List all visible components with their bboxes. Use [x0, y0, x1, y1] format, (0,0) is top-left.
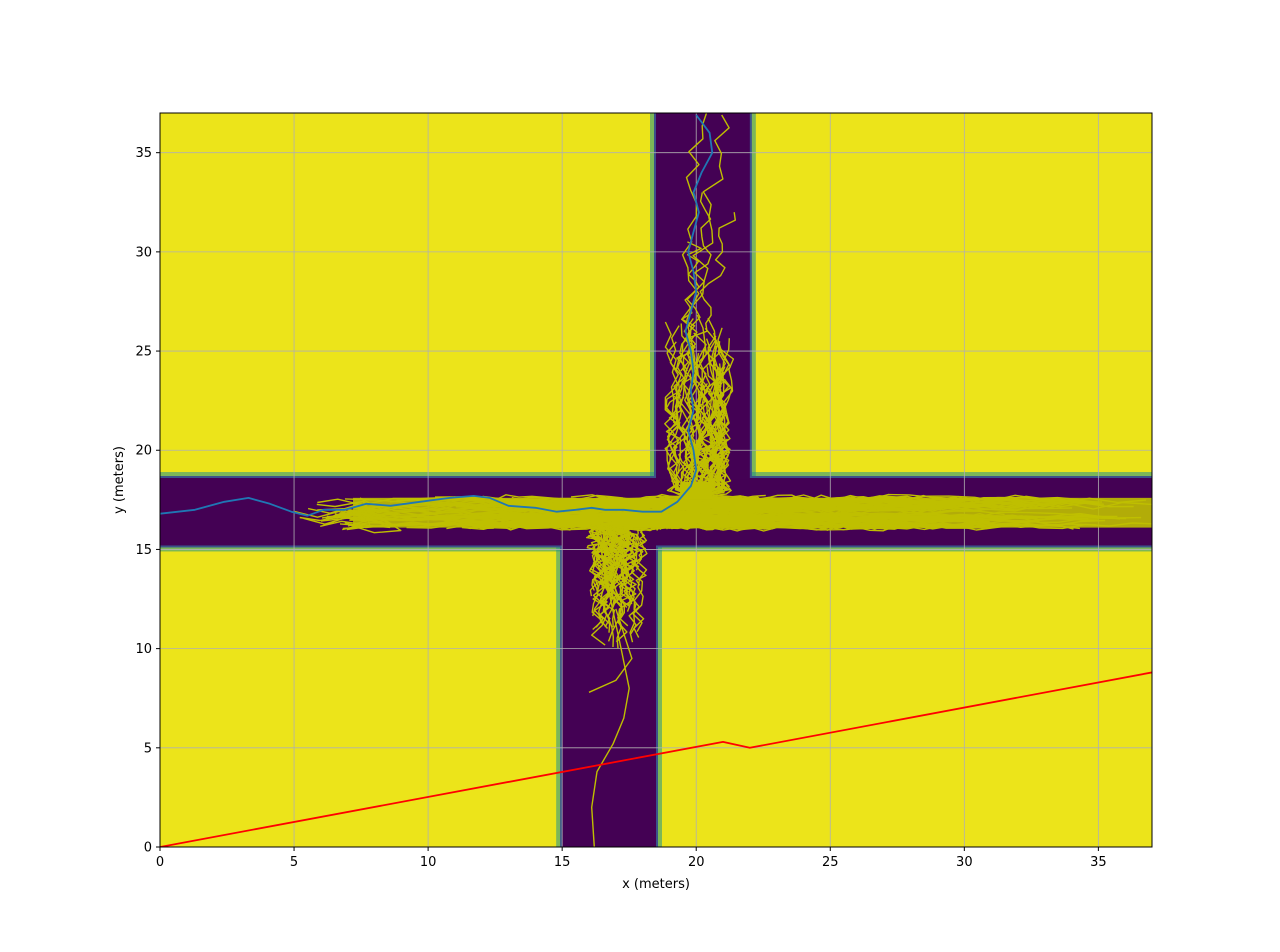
sampled-trajectory — [604, 524, 637, 608]
sampled-trajectory — [664, 382, 697, 499]
sampled-trajectory — [695, 338, 731, 499]
x-tick-label: 0 — [156, 855, 164, 870]
y-tick-label: 10 — [135, 642, 152, 657]
sampled-trajectory — [598, 524, 629, 583]
y-tick-label: 15 — [135, 543, 152, 558]
cost-map-heatmap — [160, 113, 1152, 847]
sampled-trajectory — [676, 241, 702, 372]
plot-frame — [159, 112, 1153, 848]
x-tick-label: 25 — [822, 855, 839, 870]
sampled-trajectory — [588, 524, 605, 597]
x-axis-ticks: 0 5 10 15 20 25 30 35 — [156, 847, 1107, 870]
x-tick-label: 5 — [290, 855, 298, 870]
sampled-trajectory — [689, 327, 730, 499]
sampled-trajectory — [588, 608, 633, 693]
x-tick-label: 35 — [1090, 855, 1107, 870]
sampled-trajectory — [684, 212, 736, 372]
sampled-trajectory — [682, 335, 723, 499]
y-axis-label: y (meters) — [112, 446, 127, 514]
sampled-trajectory — [596, 525, 613, 629]
sampled-trajectory — [591, 527, 630, 847]
sampled-trajectory — [667, 325, 686, 499]
x-tick-label: 30 — [956, 855, 973, 870]
sampled-trajectory — [589, 525, 607, 591]
y-tick-label: 35 — [135, 146, 152, 161]
sampled-trajectory — [691, 314, 707, 499]
y-tick-label: 30 — [135, 245, 152, 260]
x-axis-label: x (meters) — [622, 877, 690, 892]
y-axis-ticks: 0 5 10 15 20 25 30 35 — [135, 146, 160, 856]
series-lines — [160, 114, 1152, 847]
reference-line — [160, 671, 1152, 847]
sampled-trajectory — [686, 114, 730, 371]
y-tick-label: 0 — [144, 841, 152, 856]
sampled-trajectory — [691, 353, 726, 499]
x-tick-label: 15 — [554, 855, 571, 870]
sampled-trajectory — [599, 524, 622, 598]
planned-path-line — [160, 114, 714, 517]
y-tick-label: 25 — [135, 345, 152, 360]
sampled-trajectories — [294, 113, 1152, 847]
sampled-trajectory-band — [353, 497, 1152, 528]
x-tick-label: 20 — [688, 855, 705, 870]
sampled-trajectory — [691, 386, 710, 499]
y-tick-label: 5 — [144, 741, 152, 756]
sampled-trajectory — [603, 524, 648, 586]
sampled-trajectory — [679, 192, 712, 372]
grid-lines — [160, 113, 1152, 847]
sampled-trajectory — [599, 525, 616, 628]
sampled-trajectory-junction — [680, 481, 713, 500]
sampled-trajectory — [353, 506, 401, 517]
sampled-trajectory — [586, 524, 602, 551]
sampled-trajectory — [339, 501, 388, 517]
sampled-trajectory — [666, 341, 694, 499]
plot-area — [160, 113, 1152, 847]
x-tick-label: 10 — [420, 855, 437, 870]
sampled-trajectory — [691, 393, 715, 499]
y-tick-label: 20 — [135, 444, 152, 459]
sampled-trajectory — [608, 525, 635, 607]
